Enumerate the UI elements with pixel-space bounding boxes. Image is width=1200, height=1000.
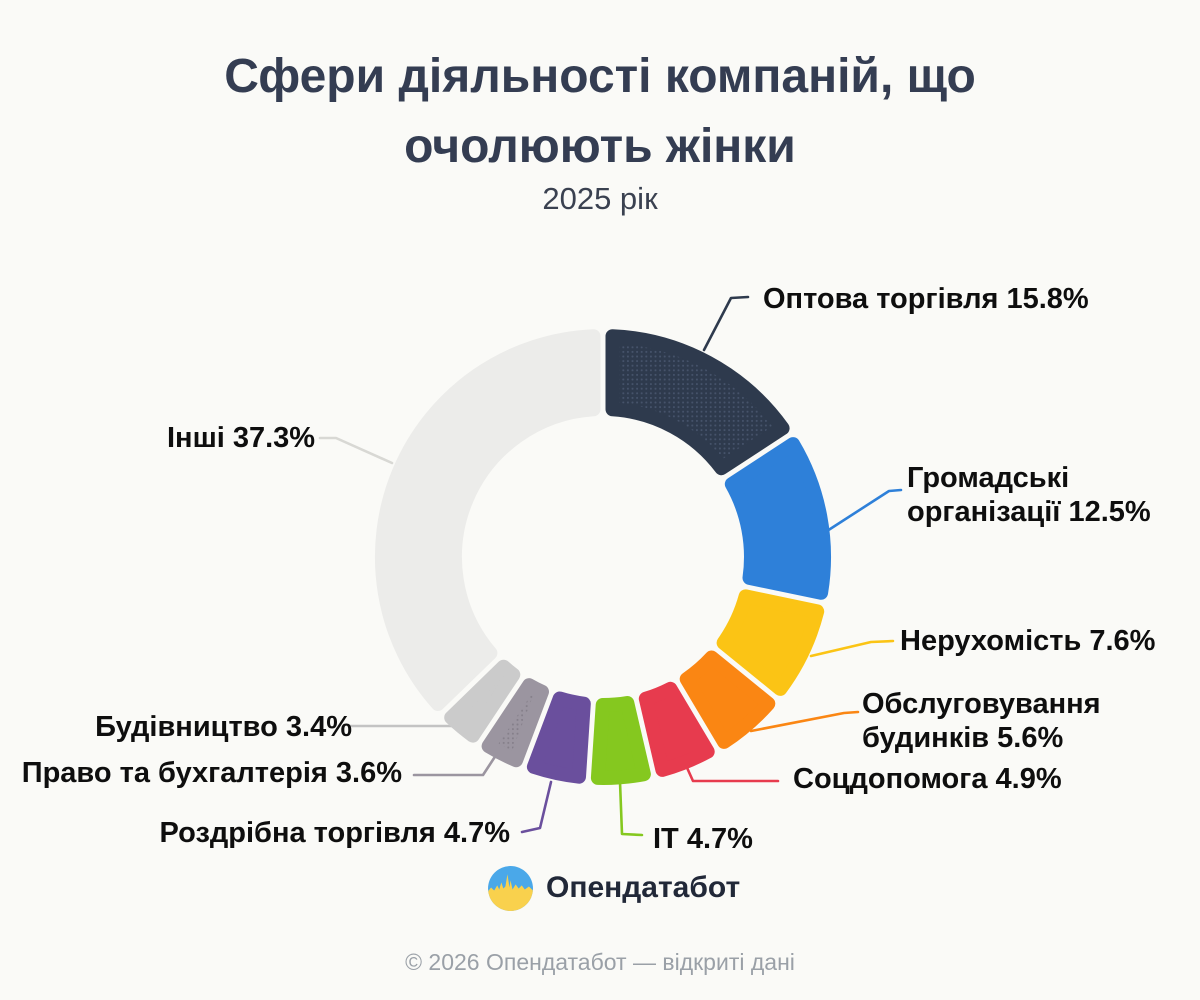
leader-line bbox=[809, 639, 895, 658]
callout-rozdribna-torhivlia: Роздрібна торгівля 4.7% bbox=[159, 817, 511, 849]
leader-line bbox=[702, 295, 750, 352]
leader-line bbox=[318, 436, 394, 465]
logo-skyline bbox=[488, 873, 533, 911]
callout-budivnytstvo: Будівництво 3.4% bbox=[95, 711, 352, 743]
leader-line bbox=[520, 780, 553, 834]
donut-segment bbox=[526, 691, 591, 784]
donut-segment bbox=[481, 678, 549, 768]
donut-segment bbox=[590, 696, 651, 785]
leader-line bbox=[618, 780, 644, 837]
leader-line bbox=[412, 747, 502, 777]
leader-line bbox=[825, 488, 903, 533]
footer-copyright: © 2026 Опендатабот — відкриті дані bbox=[405, 949, 795, 975]
page-title: Сфери діяльності компаній, що очолюють ж… bbox=[0, 42, 1200, 182]
donut-segment bbox=[605, 329, 790, 476]
callout-optova-torhivlia: Оптова торгівля 15.8% bbox=[763, 283, 1089, 315]
page-title-line1: Сфери діяльності компаній, що bbox=[224, 50, 976, 103]
callout-pravo-ta-bukhhalteriia: Право та бухгалтерія 3.6% bbox=[21, 757, 402, 789]
callout-it: IT 4.7% bbox=[653, 823, 753, 855]
opendatabot-logo-icon bbox=[488, 865, 533, 911]
callout-sotsdopomoha: Соцдопомога 4.9% bbox=[793, 763, 1062, 795]
donut-segment bbox=[716, 589, 825, 696]
page-title-line2: очолюють жінки bbox=[404, 120, 796, 173]
leader-line bbox=[348, 716, 462, 728]
donut-segment bbox=[679, 650, 776, 749]
opendatabot-logo-text: Опендатабот bbox=[546, 871, 741, 904]
donut-segment bbox=[724, 437, 832, 600]
page-subtitle: 2025 рік bbox=[542, 181, 658, 216]
donut-segments bbox=[374, 329, 832, 785]
callout-hromadski-orhanizatsii: Громадські організації 12.5% bbox=[907, 462, 1151, 528]
leader-line bbox=[749, 710, 860, 733]
donut-segment bbox=[444, 659, 521, 743]
callout-inshi: Інші 37.3% bbox=[167, 422, 316, 454]
donut-segment bbox=[638, 681, 715, 777]
callout-obsluhovuvannia-budynkiv: Обслуговування будинків 5.6% bbox=[862, 688, 1101, 754]
opendatabot-logo: Опендатабот bbox=[487, 864, 740, 912]
callout-nerukhomist: Нерухомість 7.6% bbox=[900, 625, 1156, 657]
donut-segment bbox=[374, 329, 601, 711]
